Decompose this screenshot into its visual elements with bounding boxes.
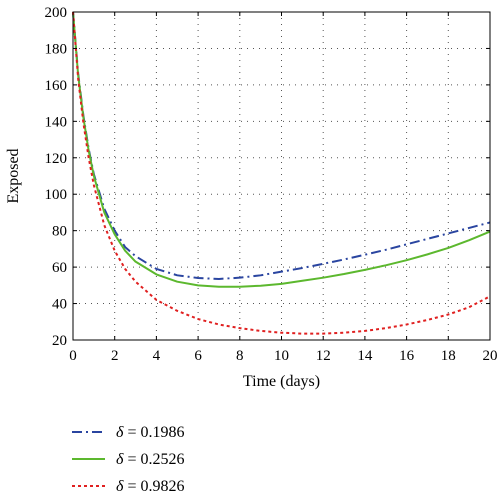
legend-label-1: δ = 0.1986 [116,424,184,441]
series-layer [72,11,491,335]
x-tick-label: 14 [357,348,373,364]
y-tick-label: 140 [45,114,68,130]
y-tick-label: 100 [45,187,68,203]
legend-value: = 0.1986 [123,424,184,441]
x-tick-label: 8 [236,348,244,364]
legend-value: = 0.2526 [123,451,184,468]
legend-symbol: δ [116,451,124,468]
y-axis-label: Exposed [5,148,22,203]
legend-label-2: δ = 0.2526 [116,451,184,468]
x-tick-label: 6 [194,348,202,364]
legend-value: = 0.9826 [123,478,184,495]
series-line-1 [72,11,491,280]
legend-label-3: δ = 0.9826 [116,478,184,495]
tick-layer: 0 2 4 6 8 10 12 14 16 18 20 20 40 60 80 100 120 140 160 180… [45,5,498,364]
x-tick-label: 10 [274,348,289,364]
grid-layer [73,12,490,340]
legend-symbol: δ [116,424,124,441]
x-tick-label: 12 [316,348,331,364]
y-tick-label: 80 [52,224,67,240]
y-tick-label: 40 [52,297,67,313]
y-tick-label: 160 [45,78,68,94]
y-tick-label: 20 [52,333,67,349]
plot-frame [72,11,491,341]
x-tick-label: 2 [111,348,119,364]
legend-symbol: δ [116,478,124,495]
y-tick-label: 60 [52,260,67,276]
series-line-3 [72,11,491,335]
x-tick-label: 0 [69,348,77,364]
series-line-2 [72,11,491,288]
x-tick-label: 18 [441,348,456,364]
y-tick-label: 200 [45,5,68,21]
x-tick-label: 16 [399,348,415,364]
x-tick-label: 20 [483,348,498,364]
x-axis-label: Time (days) [243,373,320,390]
y-tick-label: 120 [45,151,68,167]
y-tick-label: 180 [45,41,68,57]
x-tick-label: 4 [153,348,161,364]
